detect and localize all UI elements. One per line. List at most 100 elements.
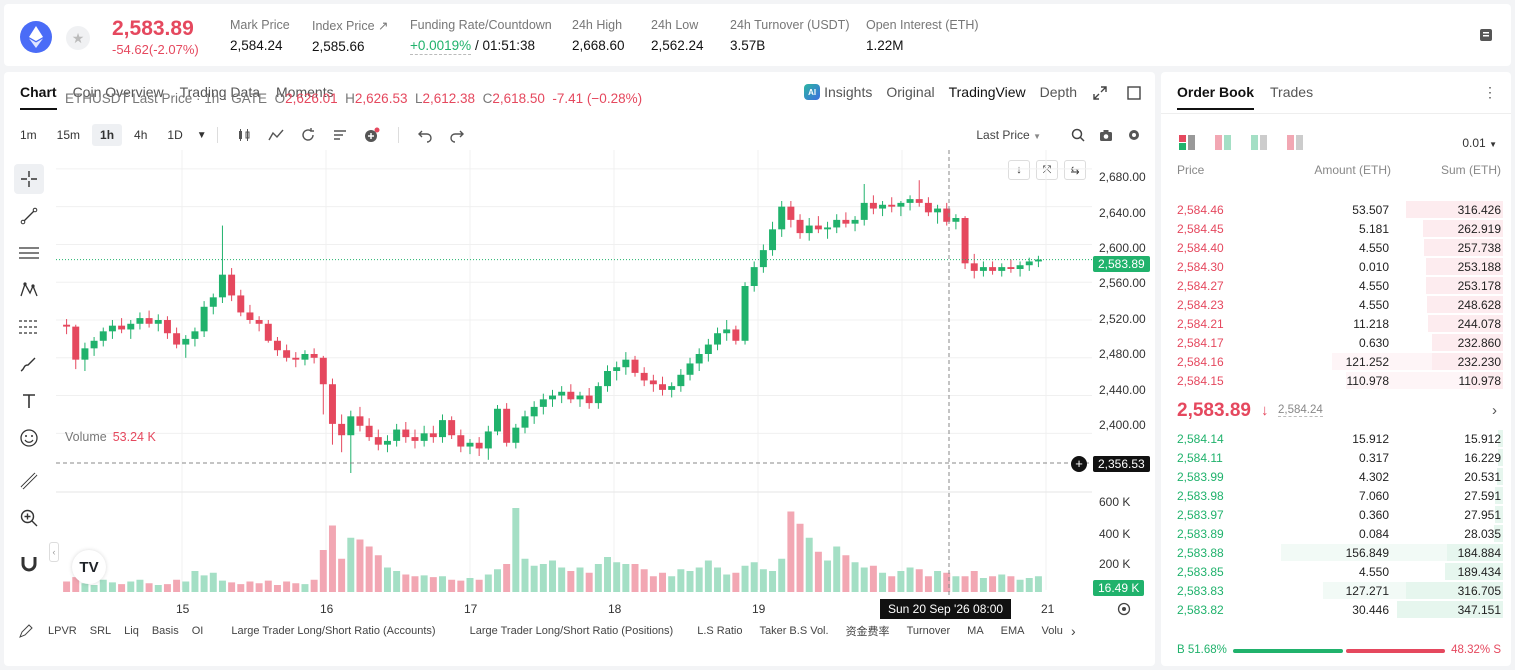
indicator-taker-vol[interactable]: Taker B.S Vol. — [759, 625, 829, 637]
volume-bar — [714, 567, 722, 592]
add-alert-icon[interactable] — [364, 127, 380, 143]
chart-settings-icon[interactable] — [1117, 602, 1131, 616]
add-order-icon[interactable]: + — [1071, 456, 1087, 472]
magnet-tool-icon[interactable] — [14, 548, 44, 578]
indicator-funding-rate[interactable]: 资金费率 — [845, 626, 890, 638]
expand-icon[interactable] — [1093, 86, 1107, 100]
redo-icon[interactable] — [449, 127, 465, 143]
ask-row[interactable]: 2,584.15 110.978 110.978 — [1161, 371, 1511, 390]
indicator-srl[interactable]: SRL — [89, 625, 112, 637]
timeframe-dropdown-icon[interactable]: ▼ — [196, 129, 207, 141]
ask-row[interactable]: 2,584.23 4.550 248.628 — [1161, 295, 1511, 314]
indicators-icon[interactable] — [268, 127, 284, 143]
bid-row[interactable]: 2,583.98 7.060 27.591 — [1161, 486, 1511, 505]
candle-type-icon[interactable] — [236, 127, 252, 143]
candlestick-chart[interactable] — [56, 150, 1092, 668]
view-original[interactable]: Original — [886, 84, 935, 100]
indicator-lpvr[interactable]: LPVR — [48, 625, 77, 637]
indicator-volume[interactable]: Volu — [1041, 625, 1063, 637]
camera-icon[interactable] — [1099, 128, 1113, 142]
indicator-ma[interactable]: MA — [967, 625, 984, 637]
window-icon[interactable] — [1127, 86, 1141, 100]
indicator-ls-ratio[interactable]: L.S Ratio — [697, 625, 743, 637]
settings-gear-icon[interactable] — [1127, 128, 1141, 142]
bid-row[interactable]: 2,584.11 0.317 16.229 — [1161, 448, 1511, 467]
undo-icon[interactable] — [417, 127, 433, 143]
collapse-left-icon[interactable]: ‹ — [49, 542, 59, 562]
tab-trades[interactable]: Trades — [1270, 84, 1314, 100]
crosshair-tool-icon[interactable] — [14, 164, 44, 194]
ask-row[interactable]: 2,584.40 4.550 257.738 — [1161, 238, 1511, 257]
text-tool-icon[interactable] — [14, 386, 44, 416]
indicator-liq[interactable]: Liq — [124, 625, 139, 637]
chevron-right-icon[interactable]: › — [1492, 402, 1497, 419]
tab-trading-data[interactable]: Trading Data — [179, 84, 261, 100]
tab-coin-overview[interactable]: Coin Overview — [72, 84, 164, 100]
horizontal-lines-tool-icon[interactable] — [14, 238, 44, 268]
view-asks-icon[interactable] — [1287, 135, 1303, 150]
timeframe-15m[interactable]: 15m — [56, 128, 81, 142]
timeframe-1m[interactable]: 1m — [20, 128, 37, 142]
indicator-basis[interactable]: Basis — [151, 625, 179, 637]
arrow-down-icon[interactable]: ↓ — [1008, 160, 1030, 180]
ask-row[interactable]: 2,584.30 0.010 253.188 — [1161, 257, 1511, 276]
tab-order-book[interactable]: Order Book — [1177, 84, 1255, 110]
bid-row[interactable]: 2,583.82 30.446 347.151 — [1161, 600, 1511, 619]
indicator-ls-positions[interactable]: Large Trader Long/Short Ratio (Positions… — [469, 625, 674, 637]
templates-icon[interactable] — [332, 127, 348, 143]
indicator-ls-accounts[interactable]: Large Trader Long/Short Ratio (Accounts) — [231, 625, 436, 637]
indicator-ema[interactable]: EMA — [1000, 625, 1025, 637]
tab-chart[interactable]: Chart — [20, 84, 57, 110]
tab-moments[interactable]: Moments — [276, 84, 334, 100]
view-tradingview[interactable]: TradingView — [948, 84, 1026, 100]
pattern-tool-icon[interactable] — [14, 275, 44, 305]
indicator-turnover[interactable]: Turnover — [906, 625, 951, 637]
funding-countdown: / 01:51:38 — [471, 38, 535, 53]
insights-button[interactable]: AI Insights — [804, 84, 872, 100]
ask-row[interactable]: 2,584.27 4.550 253.178 — [1161, 276, 1511, 295]
bid-row[interactable]: 2,584.14 15.912 15.912 — [1161, 429, 1511, 448]
precision-select[interactable]: 0.01 ▼ — [1462, 136, 1497, 150]
toggle-scale-icon[interactable]: ⇆ — [1064, 160, 1086, 180]
last-price-select[interactable]: Last Price ▼ — [976, 128, 1041, 142]
collapse-icon[interactable]: ⤧ — [1036, 160, 1058, 180]
trend-line-tool-icon[interactable] — [14, 201, 44, 231]
indicator-oi[interactable]: OI — [191, 625, 204, 637]
view-depth[interactable]: Depth — [1039, 84, 1077, 100]
ruler-tool-icon[interactable] — [14, 466, 44, 496]
timeframe-1d[interactable]: 1D — [167, 128, 183, 142]
emoji-tool-icon[interactable] — [14, 423, 44, 453]
more-menu-icon[interactable]: ⋮ — [1483, 84, 1497, 100]
view-both-icon[interactable] — [1179, 135, 1195, 150]
ask-row[interactable]: 2,584.46 53.507 316.426 — [1161, 200, 1511, 219]
bid-row[interactable]: 2,583.99 4.302 20.531 — [1161, 467, 1511, 486]
candle-body — [833, 219, 841, 228]
timeframe-1h[interactable]: 1h — [92, 124, 123, 146]
zoom-in-tool-icon[interactable] — [14, 503, 44, 533]
bid-row[interactable]: 2,583.83 127.271 316.705 — [1161, 581, 1511, 600]
ask-row[interactable]: 2,584.45 5.181 262.919 — [1161, 219, 1511, 238]
search-icon[interactable] — [1071, 128, 1085, 142]
bid-row[interactable]: 2,583.89 0.084 28.035 — [1161, 524, 1511, 543]
view-bids-icon[interactable] — [1251, 135, 1267, 150]
volume-bar — [979, 578, 987, 592]
pencil-icon[interactable] — [18, 623, 34, 639]
favorite-star-icon[interactable]: ★ — [66, 26, 90, 50]
ask-row[interactable]: 2,584.17 0.630 232.860 — [1161, 333, 1511, 352]
bid-row[interactable]: 2,583.97 0.360 27.951 — [1161, 505, 1511, 524]
chevron-right-icon[interactable]: › — [1070, 623, 1076, 639]
candle-body — [659, 384, 667, 390]
funding-rate[interactable]: +0.0019% — [410, 38, 472, 55]
notebook-icon[interactable] — [1479, 28, 1493, 42]
fibonacci-tool-icon[interactable] — [14, 312, 44, 342]
stat-index-price[interactable]: Index Price ↗ 2,585.66 — [312, 18, 388, 54]
bid-row[interactable]: 2,583.88 156.849 184.884 — [1161, 543, 1511, 562]
bid-row[interactable]: 2,583.85 4.550 189.434 — [1161, 562, 1511, 581]
ask-row[interactable]: 2,584.21 11.218 244.078 — [1161, 314, 1511, 333]
view-split-icon[interactable] — [1215, 135, 1231, 150]
ask-row[interactable]: 2,584.16 121.252 232.230 — [1161, 352, 1511, 371]
chart-toolbar: 1m 15m 1h 4h 1D ▼ Last Price ▼ — [12, 121, 1151, 149]
brush-tool-icon[interactable] — [14, 349, 44, 379]
timeframe-4h[interactable]: 4h — [134, 128, 148, 142]
replay-icon[interactable] — [300, 127, 316, 143]
